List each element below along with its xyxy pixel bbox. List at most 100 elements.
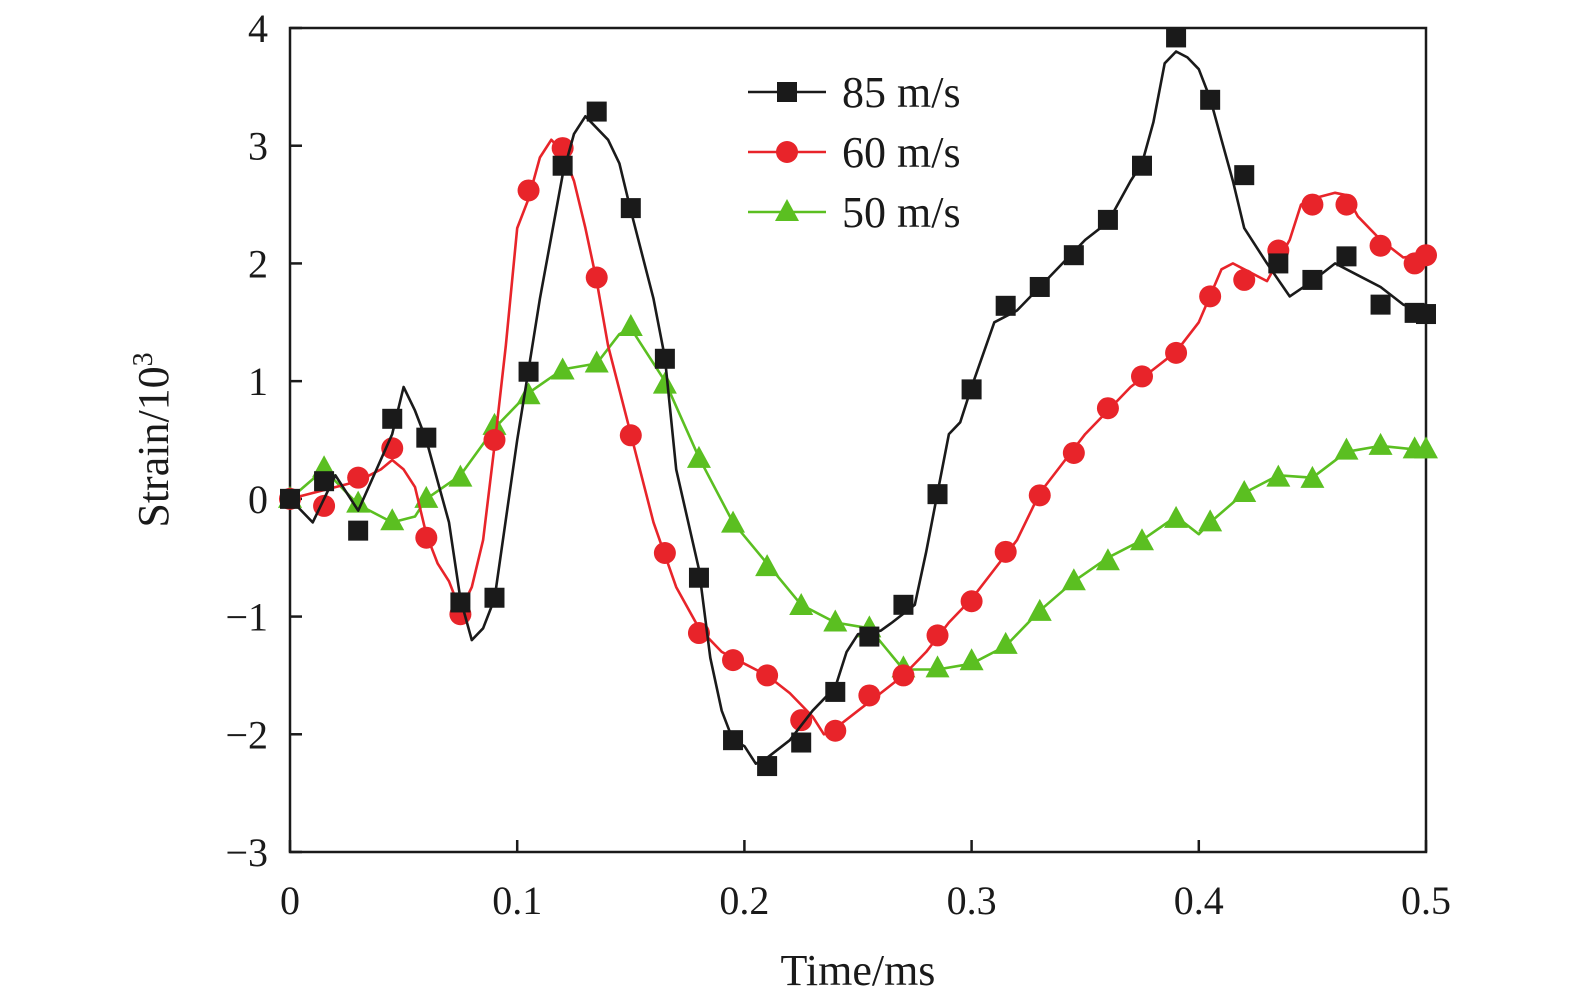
data-point-60-m-s bbox=[1096, 397, 1119, 420]
data-point-50-m-s bbox=[1266, 464, 1291, 487]
data-point-85-m-s bbox=[416, 427, 437, 448]
data-point-85-m-s bbox=[382, 408, 403, 429]
legend-item-50-m-s: 50 m/s bbox=[748, 188, 961, 237]
data-point-85-m-s bbox=[1063, 245, 1084, 266]
x-axis-title: Time/ms bbox=[781, 946, 936, 995]
legend-item-60-m-s: 60 m/s bbox=[748, 128, 961, 177]
data-point-50-m-s bbox=[1198, 509, 1223, 532]
data-point-60-m-s bbox=[585, 266, 608, 289]
data-point-85-m-s bbox=[1416, 304, 1436, 325]
data-point-60-m-s bbox=[1062, 441, 1085, 464]
legend-label: 50 m/s bbox=[842, 188, 961, 237]
legend-marker bbox=[777, 82, 797, 102]
data-point-50-m-s bbox=[618, 313, 643, 336]
data-point-85-m-s bbox=[450, 592, 471, 613]
y-axis-title: Strain/103 bbox=[128, 352, 178, 527]
data-point-50-m-s bbox=[584, 350, 609, 373]
axis-tick-labels: 0 0.1 0.2 0.3 0.4 0.5 −3 −2 −1 0 1 2 3 4 bbox=[225, 6, 1451, 923]
y-tick-label: 4 bbox=[248, 6, 268, 51]
data-point-85-m-s bbox=[654, 348, 675, 369]
series-85-m-s bbox=[280, 27, 1436, 777]
data-point-50-m-s bbox=[1164, 505, 1189, 528]
data-point-85-m-s bbox=[927, 484, 948, 505]
data-point-50-m-s bbox=[1232, 479, 1257, 502]
data-point-50-m-s bbox=[1368, 432, 1393, 455]
data-point-50-m-s bbox=[448, 464, 473, 487]
data-point-60-m-s bbox=[347, 466, 370, 489]
data-point-60-m-s bbox=[1335, 193, 1358, 216]
data-point-60-m-s bbox=[517, 179, 540, 202]
data-point-85-m-s bbox=[1268, 253, 1289, 274]
data-point-60-m-s bbox=[1415, 244, 1437, 267]
legend-marker bbox=[776, 141, 798, 163]
data-point-85-m-s bbox=[348, 520, 369, 541]
x-tick-label: 0.1 bbox=[492, 878, 542, 923]
data-point-85-m-s bbox=[1336, 246, 1357, 267]
y-tick-label: 2 bbox=[248, 241, 268, 286]
data-point-60-m-s bbox=[653, 542, 676, 565]
series-layer bbox=[278, 27, 1438, 777]
data-point-60-m-s bbox=[1369, 234, 1392, 257]
data-point-85-m-s bbox=[723, 730, 744, 751]
data-point-60-m-s bbox=[858, 684, 881, 707]
y-axis-title-superscript: 3 bbox=[128, 352, 159, 366]
data-point-50-m-s bbox=[380, 508, 405, 531]
data-point-60-m-s bbox=[892, 664, 915, 687]
data-point-85-m-s bbox=[961, 379, 982, 400]
y-tick-label: −1 bbox=[225, 595, 268, 640]
data-point-85-m-s bbox=[825, 681, 846, 702]
data-point-85-m-s bbox=[1370, 294, 1391, 315]
data-point-60-m-s bbox=[687, 622, 710, 645]
data-point-60-m-s bbox=[415, 526, 438, 549]
data-point-50-m-s bbox=[823, 609, 848, 632]
legend-item-85-m-s: 85 m/s bbox=[748, 68, 961, 117]
x-tick-label: 0.2 bbox=[719, 878, 769, 923]
data-point-60-m-s bbox=[1131, 365, 1153, 388]
data-point-60-m-s bbox=[824, 719, 847, 742]
data-point-60-m-s bbox=[994, 540, 1017, 563]
x-tick-label: 0.4 bbox=[1174, 878, 1224, 923]
data-point-60-m-s bbox=[790, 709, 813, 732]
data-point-85-m-s bbox=[893, 594, 914, 615]
data-point-85-m-s bbox=[1132, 155, 1152, 176]
data-point-50-m-s bbox=[721, 510, 746, 533]
data-point-85-m-s bbox=[1166, 27, 1187, 48]
data-point-60-m-s bbox=[1028, 484, 1051, 507]
data-point-85-m-s bbox=[791, 732, 812, 753]
data-point-50-m-s bbox=[414, 485, 439, 508]
data-point-50-m-s bbox=[925, 655, 950, 678]
data-point-85-m-s bbox=[1302, 269, 1323, 290]
data-point-60-m-s bbox=[1301, 193, 1324, 216]
y-tick-label: 0 bbox=[248, 477, 268, 522]
series-line-85-m-s bbox=[289, 50, 1427, 766]
data-point-50-m-s bbox=[1130, 528, 1154, 551]
data-point-85-m-s bbox=[688, 567, 709, 588]
legend-label: 85 m/s bbox=[842, 68, 961, 117]
data-point-50-m-s bbox=[1300, 465, 1325, 488]
data-point-85-m-s bbox=[314, 471, 335, 492]
data-point-85-m-s bbox=[484, 587, 505, 608]
legend-marker bbox=[775, 199, 799, 221]
data-point-85-m-s bbox=[280, 488, 300, 509]
data-point-50-m-s bbox=[959, 648, 984, 671]
data-point-50-m-s bbox=[1334, 437, 1359, 460]
y-axis-title-main: Strain/10 bbox=[129, 366, 178, 527]
data-point-85-m-s bbox=[1029, 276, 1050, 297]
data-point-85-m-s bbox=[995, 295, 1016, 316]
data-point-50-m-s bbox=[1027, 598, 1052, 621]
data-point-50-m-s bbox=[550, 357, 575, 380]
data-point-60-m-s bbox=[926, 624, 949, 647]
data-point-60-m-s bbox=[960, 590, 983, 613]
data-point-85-m-s bbox=[757, 756, 778, 777]
data-point-85-m-s bbox=[620, 198, 641, 219]
data-point-50-m-s bbox=[1095, 548, 1120, 571]
y-tick-label: 1 bbox=[248, 359, 268, 404]
data-point-50-m-s bbox=[1414, 436, 1438, 459]
data-point-50-m-s bbox=[346, 490, 371, 513]
data-point-50-m-s bbox=[1061, 568, 1086, 591]
data-point-60-m-s bbox=[756, 664, 779, 687]
series-60-m-s bbox=[279, 137, 1437, 742]
legend-label: 60 m/s bbox=[842, 128, 961, 177]
data-point-85-m-s bbox=[1234, 165, 1255, 186]
